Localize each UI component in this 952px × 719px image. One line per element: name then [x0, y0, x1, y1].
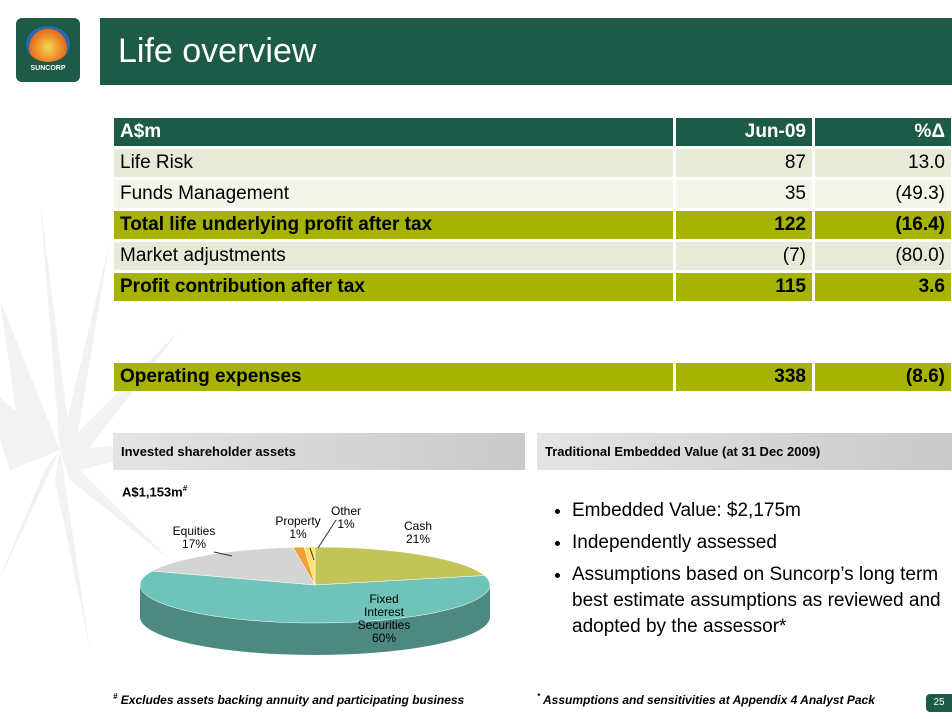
bullet: Assumptions based on Suncorp’s long term… — [572, 562, 942, 640]
footnote-mark: * — [537, 692, 540, 701]
pie-label-line: Fixed — [369, 592, 398, 606]
footnote-text: Excludes assets backing annuity and part… — [121, 693, 464, 707]
pie-value-label: 60% — [372, 631, 396, 645]
pie-label: Cash — [404, 519, 432, 533]
pie-value-label: 1% — [337, 517, 355, 531]
pie-label-line: Securities — [358, 618, 411, 632]
pie-label-line: Interest — [364, 605, 405, 619]
pie-label: Other — [331, 504, 361, 518]
pie-label: Equities — [173, 524, 216, 538]
pie-tops — [140, 547, 490, 623]
footnote: # Excludes assets backing annuity and pa… — [113, 692, 464, 707]
slide: SUNCORP Life overview A$m Jun-09 %Δ Life… — [0, 0, 952, 719]
bullet-list: Embedded Value: $2,175m Independently as… — [552, 498, 942, 640]
pie-value-label: 1% — [289, 527, 307, 541]
pie-label: Property — [275, 514, 320, 528]
footnote-text: Assumptions and sensitivities at Appendi… — [543, 693, 875, 707]
bullet: Embedded Value: $2,175m — [572, 498, 942, 524]
bullet: Independently assessed — [572, 530, 942, 556]
bullets: Embedded Value: $2,175m Independently as… — [552, 498, 942, 646]
leader-line — [318, 520, 336, 548]
page-number: 25 — [926, 694, 952, 712]
footnote: * Assumptions and sensitivities at Appen… — [537, 692, 875, 707]
pie-value-label: 17% — [182, 537, 206, 551]
pie-value-label: 21% — [406, 532, 430, 546]
footnote-mark: # — [113, 692, 117, 701]
